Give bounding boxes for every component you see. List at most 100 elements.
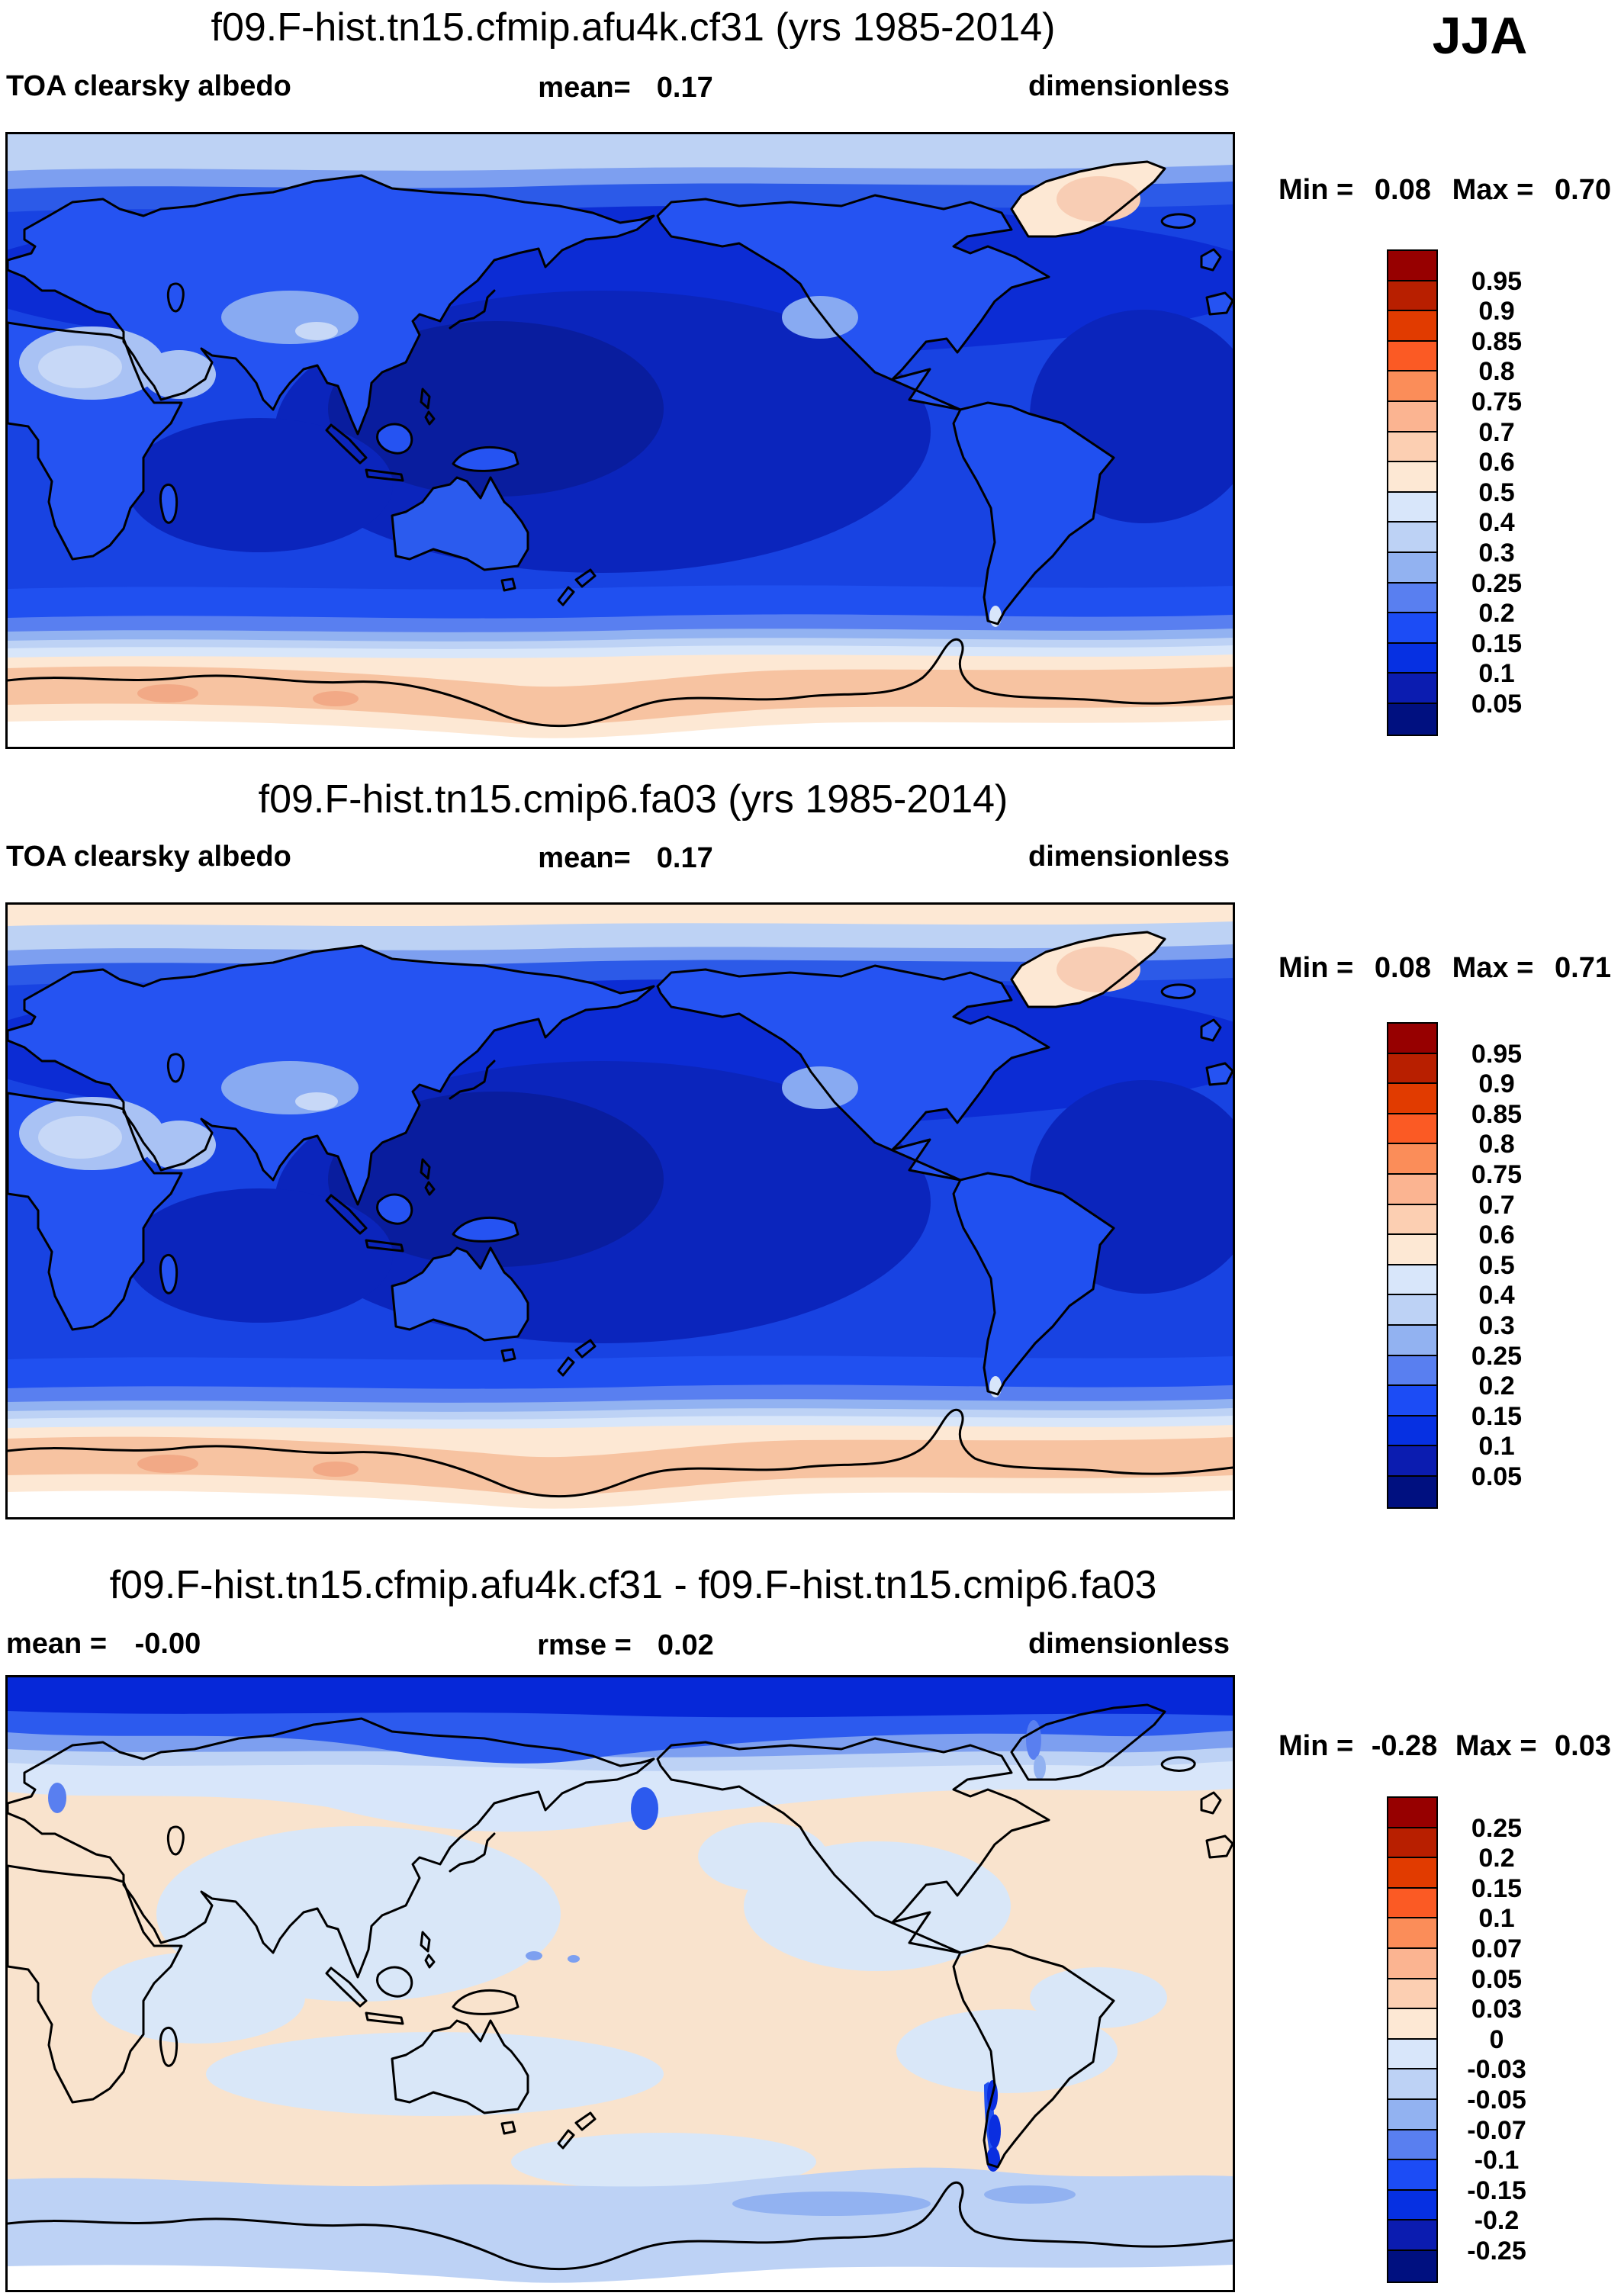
colorbar-cell: [1388, 1295, 1436, 1326]
colorbar-tick-label: -0.03: [1467, 2055, 1526, 2085]
colorbar-cell: [1388, 583, 1436, 614]
colorbar-cell: [1388, 2069, 1436, 2100]
colorbar-cell: [1388, 1979, 1436, 2010]
panel-c-min-value: -0.28: [1371, 1730, 1438, 1762]
colorbar-tick-label: 0.9: [1478, 297, 1515, 326]
colorbar-tick-label: 0.25: [1471, 1813, 1523, 1843]
panel-c-max-label: Max =: [1455, 1730, 1537, 1762]
colorbar-cell: [1388, 2009, 1436, 2040]
colorbar-tick-label: 0.7: [1478, 1190, 1515, 1220]
colorbar-cell: [1388, 492, 1436, 523]
colorbar-cell: [1388, 1446, 1436, 1477]
panel-a-mean-label: mean=: [538, 72, 631, 104]
colorbar-tick-label: 0.85: [1471, 326, 1523, 356]
colorbar-tick-label: 0.95: [1471, 266, 1523, 296]
colorbar-cell: [1388, 371, 1436, 402]
colorbar-tick-label: 0.2: [1478, 1844, 1515, 1873]
panel-b-variable-label: TOA clearsky albedo: [6, 841, 291, 873]
colorbar-tick-label: 0.4: [1478, 508, 1515, 538]
panel-c-min-label: Min =: [1278, 1730, 1354, 1762]
panel-a-max-label: Max =: [1452, 174, 1534, 206]
colorbar-cell: [1388, 703, 1436, 735]
colorbar-cell: [1388, 1888, 1436, 1919]
panel-c-mean-value: -0.00: [134, 1628, 201, 1660]
panel-b-max-label: Max =: [1452, 952, 1534, 984]
colorbar-cell: [1388, 2220, 1436, 2251]
panel-c-title: f09.F-hist.tn15.cfmip.afu4k.cf31 - f09.F…: [109, 1563, 1157, 1607]
colorbar-tick-label: 0.25: [1471, 1341, 1523, 1371]
panel-a-units: dimensionless: [1028, 70, 1230, 102]
colorbar-tick-label: 0.3: [1478, 539, 1515, 568]
colorbar-cell: [1388, 1204, 1436, 1236]
map-panel-a: [5, 132, 1235, 749]
colorbar-cells: [1387, 249, 1438, 736]
colorbar-tick-label: 0.15: [1471, 629, 1523, 658]
map-b-svg: [8, 905, 1233, 1517]
colorbar-tick-label: 0.1: [1478, 659, 1515, 689]
colorbar-cell: [1388, 2130, 1436, 2161]
colorbar-cell: [1388, 401, 1436, 433]
colorbar-cell: [1388, 462, 1436, 493]
colorbar-cell: [1388, 251, 1436, 281]
colorbar-cell: [1388, 674, 1436, 704]
colorbar-tick-label: 0.6: [1478, 448, 1515, 478]
colorbar-cell: [1388, 1828, 1436, 1859]
panel-c-minmax: Min = -0.28 Max = 0.03: [1278, 1730, 1611, 1763]
panel-c-rmse-label: rmse =: [537, 1629, 632, 1661]
colorbar-tick-label: 0.05: [1471, 1462, 1523, 1491]
colorbar-tick-label: 0.15: [1471, 1873, 1523, 1903]
colorbar-tick-label: 0.4: [1478, 1281, 1515, 1310]
panel-c-units: dimensionless: [1028, 1628, 1230, 1660]
colorbar-cell: [1388, 341, 1436, 372]
colorbar-tick-label: 0.6: [1478, 1220, 1515, 1250]
colorbar-cell: [1388, 1144, 1436, 1175]
colorbar-cell: [1388, 1174, 1436, 1205]
colorbar-tick-label: -0.2: [1474, 2206, 1520, 2236]
colorbar-cell: [1388, 311, 1436, 342]
panel-c-rmse: rmse = 0.02: [488, 1629, 763, 1662]
colorbar-cell: [1388, 2250, 1436, 2282]
colorbar-cell: [1388, 523, 1436, 553]
colorbar-tick-label: 0.85: [1471, 1099, 1523, 1129]
panel-c-mean-label: mean =: [6, 1628, 108, 1660]
colorbar-tick-label: 0.9: [1478, 1069, 1515, 1099]
colorbar-cell: [1388, 2039, 1436, 2070]
colorbar-cell: [1388, 2099, 1436, 2130]
colorbar-tick-label: 0: [1489, 2024, 1504, 2054]
colorbar-cells: [1387, 1796, 1438, 2283]
colorbar-cell: [1388, 1355, 1436, 1387]
panel-b-max-value: 0.71: [1555, 952, 1611, 984]
panel-b-mean-value: 0.17: [656, 842, 713, 874]
panel-b-minmax: Min = 0.08 Max = 0.71: [1278, 952, 1611, 985]
panel-b-mean-label: mean=: [538, 842, 631, 874]
colorbar-tick-label: 0.15: [1471, 1401, 1523, 1431]
colorbar-cells: [1387, 1022, 1438, 1509]
season-label: JJA: [1432, 7, 1528, 65]
panel-a-min-value: 0.08: [1374, 174, 1431, 206]
colorbar-cell: [1388, 552, 1436, 584]
colorbar-cell: [1388, 2160, 1436, 2191]
colorbar-tick-label: 0.95: [1471, 1039, 1523, 1069]
panel-c-max-value: 0.03: [1555, 1730, 1611, 1762]
panel-c-mean: mean = -0.00: [6, 1628, 201, 1661]
panel-b-colorbar: 0.95 0.9 0.85 0.8 0.75 0.7 0.6 0.5 0.4 0.3 0.25 0.2…: [1387, 1022, 1593, 1533]
colorbar-tick-label: 0.75: [1471, 387, 1523, 416]
colorbar-tick-label: 0.1: [1478, 1904, 1515, 1934]
colorbar-tick-label: 0.07: [1471, 1934, 1523, 1963]
colorbar-tick-label: 0.5: [1478, 1250, 1515, 1280]
map-c-svg: [8, 1677, 1233, 2290]
colorbar-cell: [1388, 613, 1436, 644]
panel-a-mean: mean= 0.17: [488, 72, 763, 105]
colorbar-tick-label: 0.7: [1478, 417, 1515, 447]
colorbar-tick-label: -0.15: [1467, 2175, 1526, 2205]
colorbar-tick-label: 0.25: [1471, 568, 1523, 598]
panel-b-units: dimensionless: [1028, 841, 1230, 873]
colorbar-cell: [1388, 432, 1436, 463]
panel-b-min-label: Min =: [1278, 952, 1354, 984]
panel-a-minmax: Min = 0.08 Max = 0.70: [1278, 174, 1611, 207]
map-panel-c: [5, 1675, 1235, 2292]
map-panel-b: [5, 902, 1235, 1519]
panel-a-variable-label: TOA clearsky albedo: [6, 70, 291, 102]
colorbar-cell: [1388, 1114, 1436, 1145]
